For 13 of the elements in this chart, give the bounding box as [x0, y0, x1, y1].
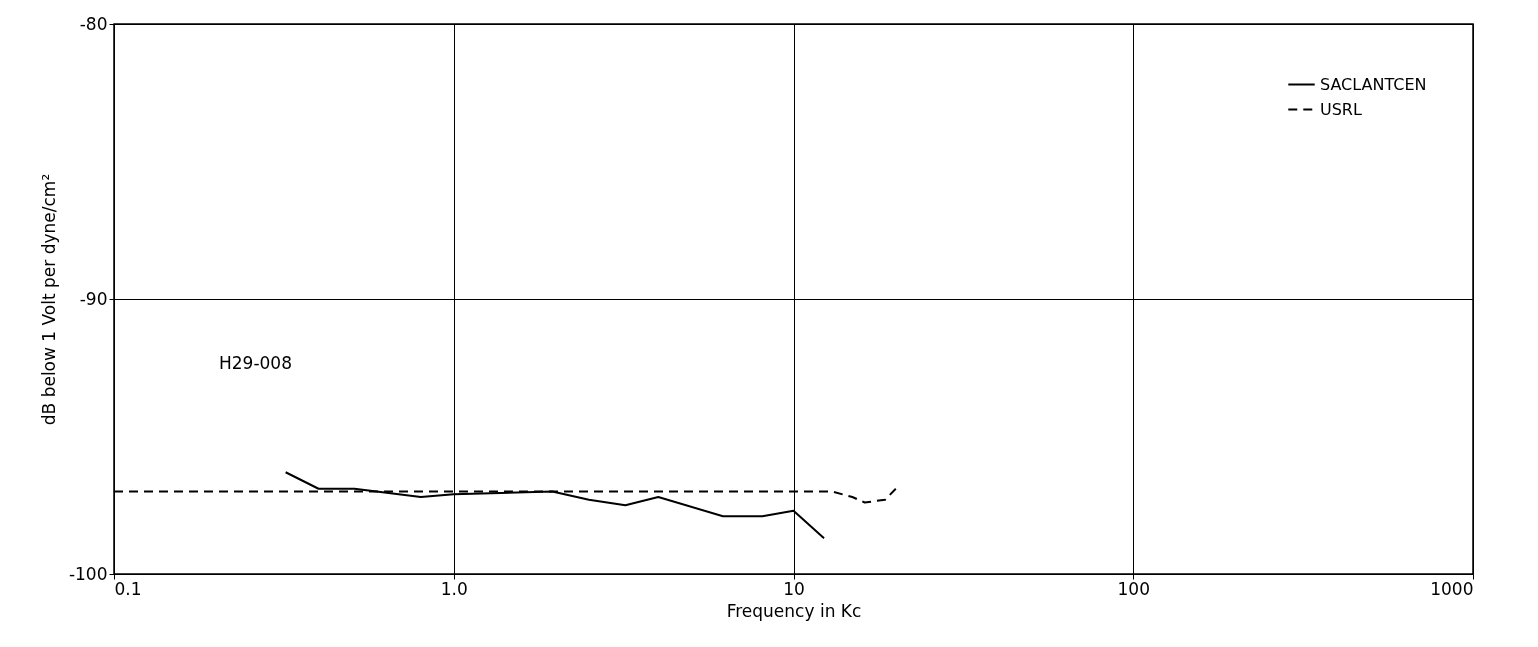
legend-label: SACLANTCEN: [1320, 74, 1427, 94]
y-tick-label: -100: [68, 563, 108, 584]
x-tick-label: 0.1: [114, 578, 142, 599]
x-tick-label: 10: [783, 578, 805, 599]
x-tick-label: 1.0: [440, 578, 468, 599]
y-tick-label: -90: [79, 288, 108, 309]
x-tick-label: 1000: [1430, 578, 1474, 599]
x-axis-title: Frequency in Kc: [726, 600, 862, 621]
y-tick-label: -80: [79, 13, 108, 34]
legend-label: USRL: [1320, 99, 1362, 119]
annotation: H29-008: [219, 353, 292, 373]
x-tick-label: 100: [1117, 578, 1150, 599]
y-axis-title: dB below 1 Volt per dyne/cm²: [38, 173, 59, 426]
